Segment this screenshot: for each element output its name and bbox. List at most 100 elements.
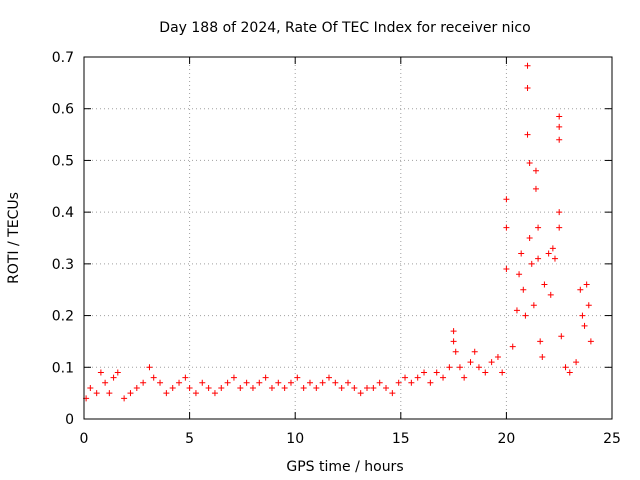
data-point	[93, 390, 100, 397]
data-point	[414, 374, 421, 381]
data-point	[218, 384, 225, 391]
y-tick-label: 0.5	[52, 153, 74, 169]
x-tick-labels: 0 5 10 15 20 25	[80, 431, 621, 447]
data-point	[427, 379, 434, 386]
data-point	[133, 384, 140, 391]
data-point	[450, 328, 457, 335]
data-point	[528, 260, 535, 267]
data-point	[121, 395, 128, 402]
data-point	[230, 374, 237, 381]
data-point	[530, 302, 537, 309]
data-point	[389, 390, 396, 397]
data-point	[402, 374, 409, 381]
data-point	[471, 348, 478, 355]
data-point	[577, 286, 584, 293]
data-point	[513, 307, 520, 314]
data-point	[205, 384, 212, 391]
data-point	[294, 374, 301, 381]
data-point	[524, 85, 531, 92]
data-point	[518, 250, 525, 257]
data-point	[532, 185, 539, 192]
data-point	[524, 62, 531, 69]
data-point	[549, 245, 556, 252]
x-axis-title: GPS time / hours	[286, 459, 403, 475]
data-point	[338, 384, 345, 391]
data-point	[446, 364, 453, 371]
data-point	[566, 369, 573, 376]
x-tick-label: 10	[286, 431, 304, 447]
data-point	[450, 338, 457, 345]
data-point	[140, 379, 147, 386]
data-point	[224, 379, 231, 386]
y-tick-label: 0.4	[52, 205, 74, 221]
data-point	[256, 379, 263, 386]
data-point	[556, 136, 563, 143]
data-point	[408, 379, 415, 386]
data-point	[467, 359, 474, 366]
data-point	[452, 348, 459, 355]
data-point	[573, 359, 580, 366]
data-point	[332, 379, 339, 386]
data-point	[182, 374, 189, 381]
data-point	[475, 364, 482, 371]
data-point	[169, 384, 176, 391]
data-point	[556, 224, 563, 231]
data-point	[313, 384, 320, 391]
data-point	[532, 167, 539, 174]
y-tick-label: 0.1	[52, 360, 74, 376]
data-point	[249, 384, 256, 391]
y-tick-label: 0	[65, 412, 74, 428]
data-point	[461, 374, 468, 381]
data-point	[199, 379, 206, 386]
data-point	[503, 266, 510, 273]
data-point	[395, 379, 402, 386]
data-point	[351, 384, 358, 391]
grid	[84, 57, 612, 419]
data-point	[440, 374, 447, 381]
x-tick-label: 20	[497, 431, 515, 447]
data-point	[150, 374, 157, 381]
data-point	[482, 369, 489, 376]
chart-title: Day 188 of 2024, Rate Of TEC Index for r…	[159, 20, 530, 36]
data-point	[494, 353, 501, 360]
data-point	[535, 255, 542, 262]
data-point	[556, 209, 563, 216]
data-point	[558, 333, 565, 340]
data-point	[319, 379, 326, 386]
data-point	[499, 369, 506, 376]
data-point	[579, 312, 586, 319]
data-point	[522, 312, 529, 319]
data-point	[509, 343, 516, 350]
data-point	[357, 390, 364, 397]
data-point	[106, 390, 113, 397]
x-tick-label: 25	[603, 431, 621, 447]
data-point	[539, 353, 546, 360]
data-point	[581, 322, 588, 329]
data-point	[535, 224, 542, 231]
data-point	[102, 379, 109, 386]
data-point	[556, 123, 563, 130]
data-point	[345, 379, 351, 386]
y-tick-label: 0.3	[52, 257, 74, 273]
data-point	[146, 364, 153, 371]
data-point	[541, 281, 548, 288]
data-point	[262, 374, 269, 381]
data-point	[456, 364, 463, 371]
data-point	[585, 302, 592, 309]
data-point	[583, 281, 590, 288]
data-point	[110, 374, 117, 381]
data-point	[364, 384, 371, 391]
data-point	[547, 291, 554, 298]
y-axis-title: ROTI / TECUs	[6, 192, 22, 284]
data-point	[300, 384, 307, 391]
data-point	[211, 390, 218, 397]
data-point	[237, 384, 244, 391]
data-point	[268, 384, 275, 391]
data-point	[243, 379, 250, 386]
data-point	[157, 379, 164, 386]
axis-ticks	[83, 56, 613, 420]
data-point	[556, 113, 563, 120]
data-point	[281, 384, 288, 391]
x-tick-label: 5	[185, 431, 194, 447]
